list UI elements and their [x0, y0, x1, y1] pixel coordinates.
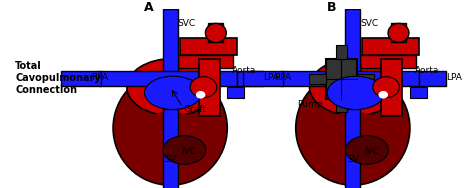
- Text: Aorta: Aorta: [232, 67, 256, 76]
- FancyBboxPatch shape: [419, 71, 446, 86]
- FancyBboxPatch shape: [326, 59, 356, 99]
- Ellipse shape: [319, 111, 386, 164]
- Ellipse shape: [145, 76, 201, 110]
- Text: SVC: SVC: [178, 19, 196, 28]
- FancyBboxPatch shape: [282, 71, 419, 86]
- FancyBboxPatch shape: [99, 71, 237, 86]
- Ellipse shape: [163, 136, 206, 164]
- Text: IVC: IVC: [182, 147, 197, 156]
- FancyBboxPatch shape: [336, 99, 347, 112]
- Ellipse shape: [373, 77, 400, 98]
- FancyBboxPatch shape: [410, 87, 427, 98]
- FancyBboxPatch shape: [336, 45, 347, 59]
- Ellipse shape: [196, 91, 205, 99]
- Text: IVC: IVC: [364, 147, 379, 156]
- Text: A: A: [145, 1, 154, 14]
- Ellipse shape: [388, 24, 409, 42]
- Text: Pump: Pump: [297, 100, 322, 109]
- Text: Aorta: Aorta: [415, 67, 439, 76]
- Text: LPA: LPA: [446, 73, 462, 82]
- Text: Total
Cavopulmonary
Connection: Total Cavopulmonary Connection: [15, 61, 101, 95]
- FancyBboxPatch shape: [309, 74, 326, 84]
- Ellipse shape: [137, 111, 203, 164]
- Text: SV: SV: [347, 155, 359, 164]
- Ellipse shape: [205, 24, 226, 42]
- Text: LPA: LPA: [264, 73, 279, 82]
- Text: RPA: RPA: [91, 73, 109, 82]
- Text: Graft: Graft: [183, 105, 207, 114]
- Ellipse shape: [379, 91, 388, 99]
- FancyBboxPatch shape: [345, 109, 360, 188]
- FancyBboxPatch shape: [61, 71, 101, 86]
- FancyBboxPatch shape: [163, 109, 178, 188]
- FancyBboxPatch shape: [208, 24, 223, 42]
- FancyBboxPatch shape: [180, 38, 237, 55]
- FancyBboxPatch shape: [362, 38, 419, 55]
- FancyBboxPatch shape: [391, 24, 406, 42]
- FancyBboxPatch shape: [360, 55, 416, 68]
- FancyBboxPatch shape: [163, 9, 178, 76]
- Ellipse shape: [327, 76, 384, 110]
- FancyBboxPatch shape: [382, 59, 402, 116]
- Ellipse shape: [127, 59, 217, 116]
- Text: SVC: SVC: [360, 19, 379, 28]
- FancyBboxPatch shape: [345, 9, 360, 76]
- FancyBboxPatch shape: [199, 59, 219, 116]
- FancyBboxPatch shape: [356, 74, 374, 84]
- Text: B: B: [327, 1, 337, 14]
- Text: RPA: RPA: [274, 73, 291, 82]
- FancyBboxPatch shape: [227, 87, 245, 98]
- Ellipse shape: [113, 71, 227, 185]
- Ellipse shape: [310, 59, 400, 116]
- Ellipse shape: [296, 71, 410, 185]
- Ellipse shape: [190, 77, 217, 98]
- Ellipse shape: [346, 136, 389, 164]
- FancyBboxPatch shape: [237, 71, 264, 86]
- FancyBboxPatch shape: [244, 71, 283, 86]
- Text: SV: SV: [164, 155, 176, 164]
- FancyBboxPatch shape: [178, 55, 233, 68]
